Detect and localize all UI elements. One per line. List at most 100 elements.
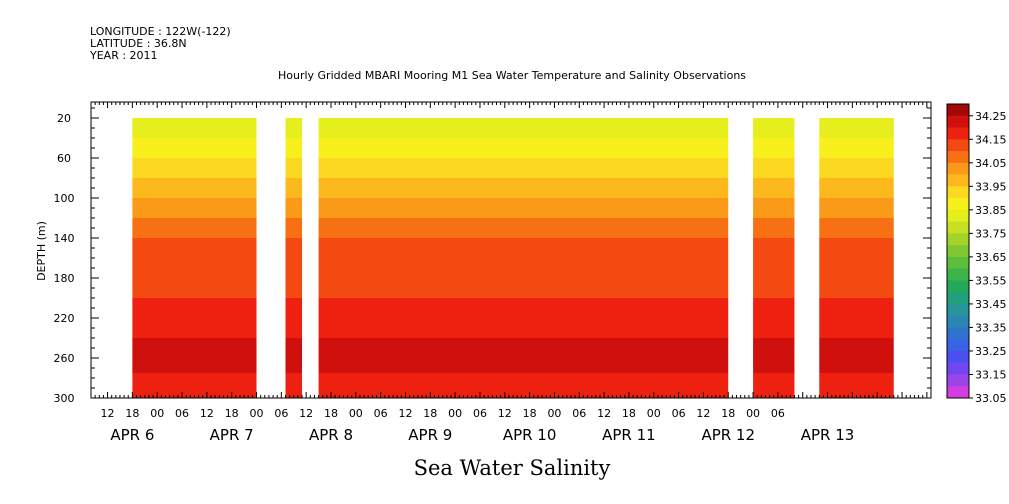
- salinity-band: [318, 138, 729, 158]
- x-axis: 12 18 00 06 12 18 00 06 12 18 00 06 12 18 00 06 12 18 00 06…: [90, 102, 932, 444]
- salinity-band: [819, 258, 894, 298]
- x-hour-label: 06: [771, 407, 785, 420]
- salinity-band: [753, 218, 795, 238]
- colorbar-swatch: [947, 350, 969, 364]
- colorbar-swatch: [947, 186, 969, 199]
- x-axis-title: Sea Water Salinity: [414, 456, 611, 480]
- salinity-band: [753, 318, 795, 338]
- x-hour-label: 00: [448, 407, 462, 420]
- salinity-band: [285, 318, 303, 338]
- x-hour-label: 18: [225, 407, 239, 420]
- plot-frame: [90, 101, 932, 399]
- latitude-label: LATITUDE : 36.8N: [90, 37, 187, 50]
- x-hour-label: 00: [547, 407, 561, 420]
- salinity-band: [819, 373, 894, 398]
- colorbar-tick-label: 33.75: [975, 227, 1007, 240]
- salinity-band: [132, 258, 257, 298]
- salinity-band: [132, 298, 257, 318]
- colorbar-swatch: [947, 386, 969, 399]
- colorbar-swatch: [947, 362, 969, 375]
- salinity-band: [285, 138, 303, 158]
- x-hour-label: 12: [597, 407, 611, 420]
- x-date-label: APR 6: [110, 426, 154, 444]
- salinity-band: [753, 373, 795, 398]
- colorbar-swatch: [947, 139, 969, 152]
- colorbar-tick-label: 33.45: [975, 298, 1007, 311]
- colorbar-swatch: [947, 162, 969, 175]
- colorbar-tick-label: 33.15: [975, 368, 1007, 381]
- salinity-band: [753, 338, 795, 353]
- y-tick-label: 100: [54, 192, 75, 205]
- x-hour-label: 00: [647, 407, 661, 420]
- salinity-band: [285, 178, 303, 198]
- colorbar-swatch: [947, 327, 969, 340]
- colorbar-tick-label: 33.85: [975, 204, 1007, 217]
- colorbar-tick-label: 34.25: [975, 110, 1007, 123]
- colorbar-swatch: [947, 256, 969, 270]
- x-hour-label: 00: [150, 407, 164, 420]
- colorbar-swatch: [947, 115, 969, 128]
- colorbar-tick-label: 33.95: [975, 180, 1007, 193]
- salinity-band: [132, 178, 257, 198]
- y-axis: 20 60 100 140 180 220 260 300: [54, 107, 931, 405]
- x-date-label: APR 12: [701, 426, 755, 444]
- colorbar-swatch: [947, 268, 969, 281]
- salinity-band: [318, 178, 729, 198]
- salinity-band: [285, 338, 303, 353]
- y-tick-label: 220: [54, 312, 75, 325]
- x-hour-label: 12: [696, 407, 710, 420]
- colorbar-swatch: [947, 315, 969, 328]
- x-hour-label: 06: [672, 407, 686, 420]
- colorbar-swatch: [947, 233, 969, 246]
- salinity-band: [819, 218, 894, 238]
- colorbar-tick-label: 33.55: [975, 274, 1007, 287]
- x-hour-label: 18: [125, 407, 139, 420]
- colorbar: 34.25 34.15 34.05 33.95 33.85 33.75 33.65 33.55…: [946, 103, 1007, 405]
- salinity-band: [819, 118, 894, 138]
- salinity-band: [132, 218, 257, 238]
- salinity-band: [318, 338, 729, 353]
- salinity-band: [285, 198, 303, 218]
- colorbar-tick-label: 33.35: [975, 321, 1007, 334]
- colorbar-swatch: [947, 127, 969, 140]
- salinity-band: [318, 158, 729, 178]
- salinity-contour-bands: [132, 118, 894, 398]
- y-tick-label: 140: [54, 232, 75, 245]
- x-hour-label: 18: [523, 407, 537, 420]
- x-hour-label: 18: [423, 407, 437, 420]
- salinity-band: [132, 353, 257, 373]
- colorbar-tick-label: 34.15: [975, 133, 1007, 146]
- salinity-band: [132, 338, 257, 353]
- x-date-label: APR 8: [309, 426, 353, 444]
- salinity-band: [753, 158, 795, 178]
- colorbar-swatch: [947, 221, 969, 234]
- salinity-band: [285, 373, 303, 398]
- salinity-band: [318, 238, 729, 258]
- salinity-band: [753, 138, 795, 158]
- salinity-band: [285, 258, 303, 298]
- x-hour-label: 00: [746, 407, 760, 420]
- x-hour-label: 00: [250, 407, 264, 420]
- salinity-band: [819, 158, 894, 178]
- x-hour-label: 12: [200, 407, 214, 420]
- x-hour-label: 00: [349, 407, 363, 420]
- salinity-band: [753, 353, 795, 373]
- year-label: YEAR : 2011: [89, 49, 158, 62]
- y-tick-label: 60: [57, 152, 71, 165]
- y-tick-label: 260: [54, 352, 75, 365]
- salinity-band: [132, 318, 257, 338]
- salinity-band: [318, 318, 729, 338]
- salinity-band: [318, 258, 729, 298]
- salinity-band: [819, 298, 894, 318]
- salinity-band: [132, 158, 257, 178]
- y-tick-label: 180: [54, 272, 75, 285]
- x-hour-label: 06: [274, 407, 288, 420]
- salinity-band: [318, 373, 729, 398]
- salinity-band: [132, 118, 257, 138]
- salinity-band: [819, 353, 894, 373]
- x-hour-label: 12: [398, 407, 412, 420]
- colorbar-swatch: [947, 198, 969, 211]
- salinity-band: [318, 298, 729, 318]
- salinity-band: [132, 198, 257, 218]
- y-tick-label: 300: [54, 392, 75, 405]
